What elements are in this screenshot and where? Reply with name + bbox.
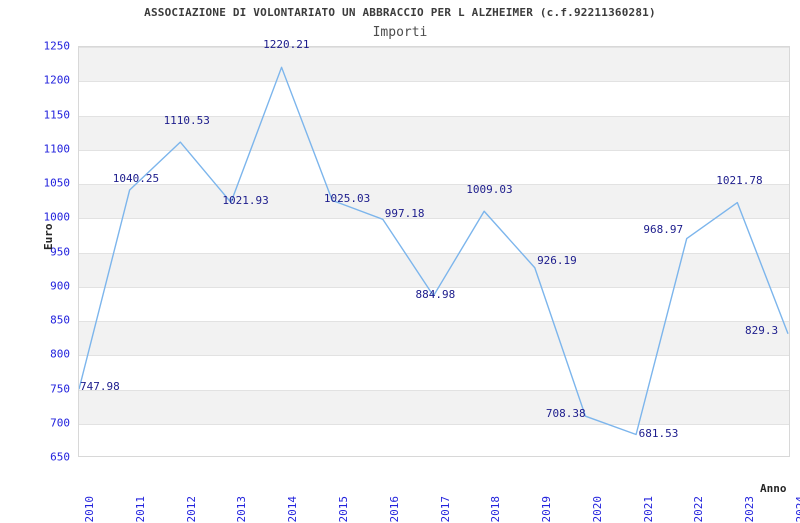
y-axis-tick-label: 900 <box>50 279 70 293</box>
y-axis-tick-label: 1000 <box>43 210 71 224</box>
y-axis-tick-label: 950 <box>50 245 70 258</box>
gridline <box>79 150 789 151</box>
plot-band <box>79 389 789 424</box>
plot-band <box>79 252 789 287</box>
y-axis-tick-label: 1200 <box>43 73 71 87</box>
gridline <box>79 184 789 185</box>
y-axis-title: Euro <box>42 223 55 251</box>
y-axis-tick-label: 1150 <box>43 108 71 121</box>
gridline <box>79 116 789 117</box>
gridline <box>79 355 789 356</box>
y-axis-tick-label: 1100 <box>43 142 71 156</box>
y-axis-tick-label: 750 <box>50 382 70 395</box>
y-axis-tick-label: 800 <box>50 347 70 361</box>
gridline <box>79 321 789 322</box>
series-line <box>79 66 789 436</box>
x-axis-ticks: 2010 2011 2012 2013 2014 2015 2016 2017 2018 2019… <box>78 460 800 523</box>
plot-band <box>79 47 789 82</box>
plot-band <box>79 115 789 150</box>
gridline <box>79 287 789 288</box>
y-axis-tick-label: 1250 <box>43 39 71 53</box>
plot-band <box>79 321 789 356</box>
gridline <box>79 47 789 48</box>
plot-area <box>78 46 790 457</box>
y-axis-tick-label: 850 <box>50 313 70 327</box>
gridline <box>79 218 789 219</box>
y-axis-tick-label: 1050 <box>43 176 71 190</box>
y-axis-tick-label: 700 <box>50 416 70 430</box>
chart-container: ASSOCIAZIONE DI VOLONTARIATO UN ABBRACCI… <box>0 6 800 523</box>
plot-band <box>79 184 789 219</box>
gridline <box>79 81 789 82</box>
y-axis-tick-label: 650 <box>50 450 70 464</box>
gridline <box>79 424 789 425</box>
x-axis-title: Anno <box>760 482 787 495</box>
line-series <box>79 66 789 436</box>
chart-title: ASSOCIAZIONE DI VOLONTARIATO UN ABBRACCI… <box>144 6 656 19</box>
gridline <box>79 390 789 391</box>
gridline <box>79 253 789 254</box>
y-axis-ticks: 1250 1200 1150 1100 1050 1000 950 900 850 800 750 7… <box>0 40 74 464</box>
chart-subtitle: Importi <box>372 25 428 40</box>
